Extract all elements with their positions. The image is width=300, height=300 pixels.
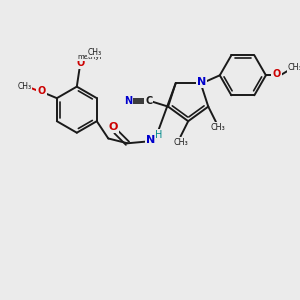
Text: N: N: [146, 135, 155, 146]
Text: CH₃: CH₃: [17, 82, 31, 91]
Text: O: O: [76, 58, 85, 68]
Text: H: H: [155, 130, 163, 140]
Text: CH₃: CH₃: [88, 48, 102, 57]
Text: CH₃: CH₃: [173, 138, 188, 147]
Text: O: O: [272, 69, 281, 79]
Text: CH₃: CH₃: [287, 63, 300, 72]
Text: O: O: [108, 122, 118, 132]
Text: CH₃: CH₃: [211, 123, 225, 132]
Text: N: N: [124, 96, 132, 106]
Text: C: C: [145, 96, 152, 106]
Text: O: O: [38, 86, 46, 96]
Text: methyl: methyl: [77, 54, 101, 60]
Text: N: N: [197, 77, 206, 87]
